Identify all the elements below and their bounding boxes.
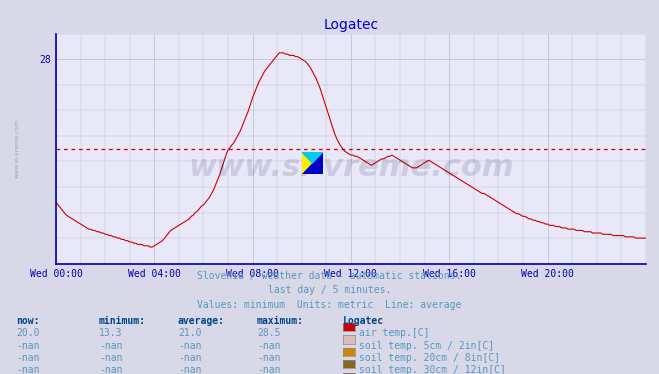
Text: -nan: -nan	[16, 341, 40, 351]
Text: now:: now:	[16, 316, 40, 326]
Text: Logatec: Logatec	[343, 316, 384, 326]
Text: average:: average:	[178, 316, 225, 326]
Text: soil temp. 20cm / 8in[C]: soil temp. 20cm / 8in[C]	[359, 353, 500, 363]
Text: www.si-vreme.com: www.si-vreme.com	[188, 153, 514, 181]
Text: -nan: -nan	[257, 341, 281, 351]
Text: 20.0: 20.0	[16, 328, 40, 338]
Text: 21.0: 21.0	[178, 328, 202, 338]
Text: -nan: -nan	[16, 365, 40, 374]
Text: minimum:: minimum:	[99, 316, 146, 326]
Polygon shape	[302, 152, 323, 163]
Text: Slovenia / weather data - automatic stations.: Slovenia / weather data - automatic stat…	[197, 271, 462, 281]
Text: soil temp. 30cm / 12in[C]: soil temp. 30cm / 12in[C]	[359, 365, 506, 374]
Text: www.si-vreme.com: www.si-vreme.com	[15, 119, 20, 178]
Text: maximum:: maximum:	[257, 316, 304, 326]
Text: last day / 5 minutes.: last day / 5 minutes.	[268, 285, 391, 295]
Title: Logatec: Logatec	[324, 18, 378, 33]
Text: 13.3: 13.3	[99, 328, 123, 338]
Text: -nan: -nan	[178, 341, 202, 351]
Text: -nan: -nan	[178, 365, 202, 374]
Text: -nan: -nan	[257, 353, 281, 363]
Text: -nan: -nan	[99, 353, 123, 363]
Text: soil temp. 5cm / 2in[C]: soil temp. 5cm / 2in[C]	[359, 341, 494, 351]
Text: -nan: -nan	[99, 341, 123, 351]
Text: -nan: -nan	[99, 365, 123, 374]
Text: Values: minimum  Units: metric  Line: average: Values: minimum Units: metric Line: aver…	[197, 300, 462, 310]
Text: -nan: -nan	[16, 353, 40, 363]
Text: -nan: -nan	[257, 365, 281, 374]
Polygon shape	[302, 152, 323, 174]
Text: -nan: -nan	[178, 353, 202, 363]
Text: air temp.[C]: air temp.[C]	[359, 328, 430, 338]
Text: 28.5: 28.5	[257, 328, 281, 338]
